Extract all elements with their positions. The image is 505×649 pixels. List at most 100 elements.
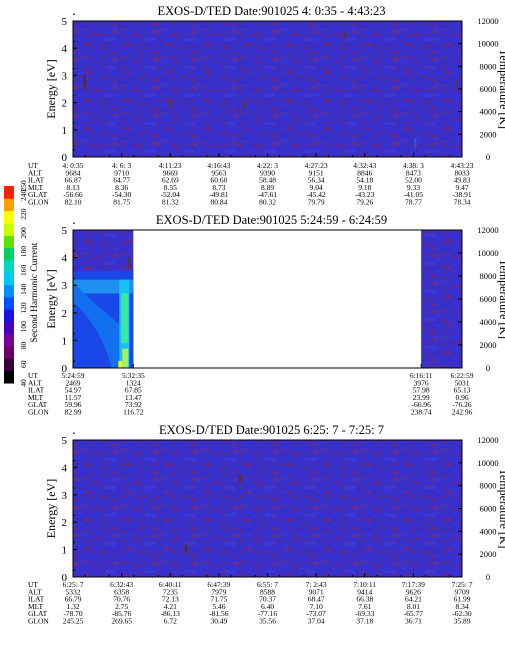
table-cell: 238.74	[411, 408, 432, 417]
table-cell: 4:43:23	[451, 161, 474, 170]
table-cell: 4: 0:35	[62, 161, 83, 170]
table-cell: 67.85	[125, 386, 142, 395]
row-label: ALT	[28, 587, 42, 596]
table-cell: 3976	[414, 378, 429, 387]
table-cell: 59.96	[65, 400, 82, 409]
y2-tick-label: 12000	[477, 435, 498, 445]
table-cell: 81.32	[162, 198, 179, 207]
table-cell: 64.77	[113, 176, 130, 185]
table-cell: 9684	[66, 168, 81, 177]
table-cell: 7:25: 7	[451, 580, 472, 589]
colorbar-tick-label: 250	[19, 180, 28, 192]
y2-tick-label: 0	[486, 572, 490, 582]
y-tick-label: 1	[62, 125, 68, 137]
table-cell: 78.77	[405, 198, 422, 207]
table-cell: 57.98	[413, 386, 430, 395]
table-cell: 56.34	[308, 176, 325, 185]
table-cell: 8.01	[407, 602, 420, 611]
table-cell: 35.56	[259, 617, 276, 626]
table-cell: -54.30	[112, 190, 132, 199]
colorbar-tick-label: 100	[19, 321, 28, 333]
y-tick-label: 5	[62, 435, 68, 447]
y2-tick-label: 6000	[480, 84, 497, 94]
table-cell: 71.75	[210, 595, 227, 604]
row-label: MLT	[28, 393, 44, 402]
table-cell: -56.66	[63, 190, 83, 199]
table-cell: 36.71	[405, 617, 422, 626]
table-cell: 6.40	[261, 602, 274, 611]
table-cell: 7.61	[358, 602, 371, 611]
table-cell: 5:24:59	[62, 371, 85, 380]
table-cell: 7: 2:43	[306, 580, 327, 589]
table-cell: 4:11:23	[159, 161, 182, 170]
table-cell: 8.36	[115, 183, 128, 192]
table-cell: 81.75	[113, 198, 130, 207]
plot-area	[73, 230, 462, 368]
table-cell: 72.13	[162, 595, 179, 604]
colorbar-tick-label: 40	[19, 379, 28, 387]
colorbar-swatch	[4, 346, 14, 359]
table-cell: -49.81	[209, 190, 229, 199]
y2-tick-label: 10000	[477, 248, 498, 258]
table-cell: 4:16:43	[207, 161, 230, 170]
table-cell: 7:10:11	[353, 580, 376, 589]
colorbar-swatch	[4, 296, 14, 310]
table-cell: 8.34	[455, 602, 468, 611]
table-cell: 35.89	[454, 617, 471, 626]
table-cell: -43.23	[355, 190, 375, 199]
colorbar-tick-label: 120	[19, 302, 28, 314]
colorbar-swatch	[4, 370, 14, 384]
y2-tick-label: 8000	[480, 481, 497, 491]
table-cell: 54.18	[356, 176, 373, 185]
table-cell: 5.46	[212, 602, 225, 611]
table-cell: 9709	[455, 587, 470, 596]
table-cell: 70.76	[113, 595, 130, 604]
table-cell: 6:25: 7	[62, 580, 83, 589]
table-cell: 116.72	[123, 408, 144, 417]
y-tick-label: 4	[62, 253, 68, 265]
colorbar-swatch	[4, 333, 14, 347]
chart-title: EXOS-D/TED Date:901025 4: 0:35 - 4:43:23	[157, 4, 385, 18]
colorbar-swatch	[4, 247, 14, 261]
table-cell: 66.38	[356, 595, 373, 604]
table-cell: 8.73	[212, 183, 225, 192]
table-cell: 58.48	[259, 176, 276, 185]
y-tick-label: 4	[62, 43, 68, 55]
table-cell: 245.25	[63, 617, 84, 626]
table-cell: 9.47	[455, 183, 468, 192]
table-cell: 269.65	[111, 617, 132, 626]
table-cell: 80.32	[259, 198, 276, 207]
table-cell: -41.05	[404, 190, 424, 199]
row-label: GLON	[28, 617, 49, 626]
y-tick-label: 1	[62, 335, 68, 347]
table-cell: -86.13	[161, 609, 181, 618]
table-cell: -78.70	[63, 609, 83, 618]
y2-tick-label: 4000	[480, 107, 497, 117]
row-label: GLAT	[28, 609, 48, 618]
table-cell: 8588	[260, 587, 275, 596]
colorbar-swatch	[4, 321, 14, 335]
table-cell: 9071	[309, 587, 324, 596]
table-cell: 6:40:11	[159, 580, 182, 589]
table-cell: 9414	[357, 587, 372, 596]
table-cell: 80.84	[210, 198, 227, 207]
y2-tick-label: 0	[486, 363, 490, 373]
colorbar-tick-label: 220	[19, 208, 28, 220]
y-tick-label: 2	[62, 517, 68, 529]
y-tick-label: 2	[62, 308, 68, 320]
y-tick-label: 5	[62, 225, 68, 237]
table-cell: 2.75	[115, 602, 128, 611]
table-cell: 49.83	[454, 176, 471, 185]
table-cell: 4.21	[164, 602, 177, 611]
table-cell: -77.16	[258, 609, 278, 618]
table-cell: 6:22:59	[451, 371, 474, 380]
table-cell: 6:32:43	[110, 580, 133, 589]
table-cell: 30.49	[210, 617, 227, 626]
table-cell: 7.10	[310, 602, 323, 611]
table-cell: 6358	[114, 587, 129, 596]
spectrogram-burst	[73, 271, 134, 368]
y2-tick-label: 4000	[480, 526, 497, 536]
table-cell: 73.92	[125, 400, 142, 409]
